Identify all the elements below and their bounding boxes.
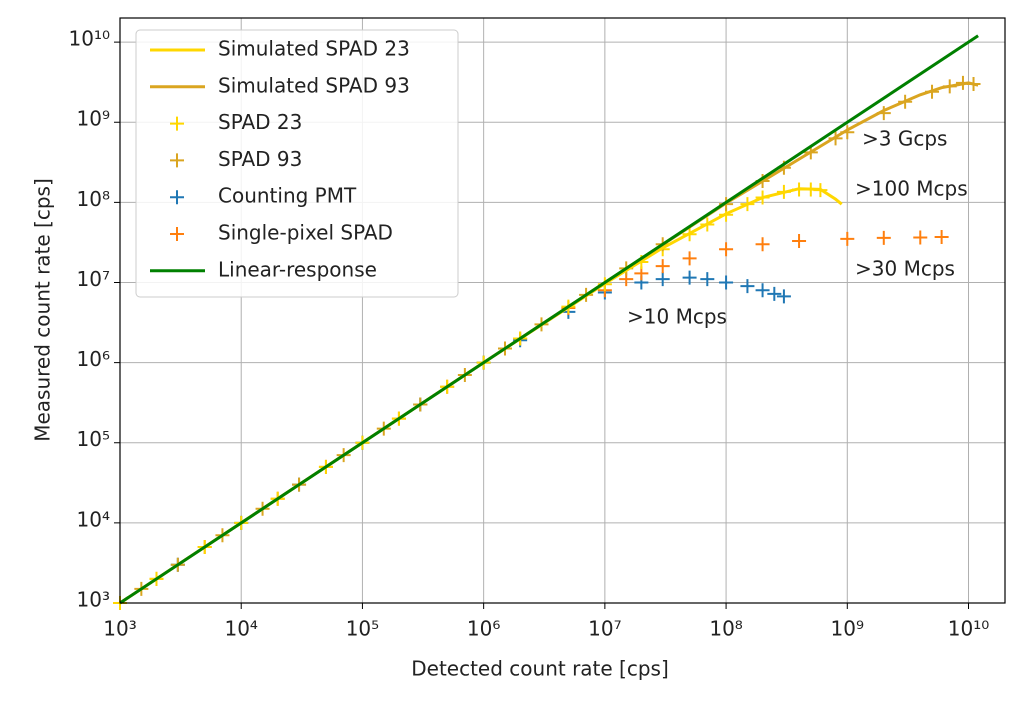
data-point — [655, 259, 670, 274]
y-tick-label: 10³ — [77, 588, 110, 612]
annotation: >100 Mcps — [855, 177, 968, 201]
y-tick-label: 10⁸ — [77, 187, 110, 211]
annotation: >10 Mcps — [627, 305, 727, 329]
legend-label: Linear-response — [218, 257, 377, 281]
legend-label: SPAD 93 — [218, 147, 302, 171]
y-tick-label: 10¹⁰ — [69, 27, 110, 51]
y-axis-label: Measured count rate [cps] — [31, 178, 55, 442]
y-tick-label: 10⁴ — [77, 507, 110, 531]
x-axis-label: Detected count rate [cps] — [411, 657, 669, 681]
legend-swatch — [170, 190, 184, 205]
legend-label: Simulated SPAD 23 — [218, 37, 410, 61]
legend-label: Counting PMT — [218, 184, 357, 208]
y-tick-label: 10⁹ — [77, 107, 110, 131]
legend-swatch — [170, 153, 184, 168]
legend-label: Simulated SPAD 93 — [218, 73, 410, 97]
data-point — [840, 231, 855, 246]
data-point — [682, 251, 697, 266]
y-tick-label: 10⁶ — [77, 347, 110, 371]
legend-label: Single-pixel SPAD — [218, 221, 393, 245]
x-tick-label: 10⁹ — [831, 617, 864, 641]
x-tick-label: 10⁷ — [588, 617, 621, 641]
series-line — [119, 34, 979, 605]
legend-swatch — [170, 116, 184, 131]
data-point — [913, 230, 928, 245]
data-point — [700, 272, 715, 287]
legend-label: SPAD 23 — [218, 110, 302, 134]
annotation: >3 Gcps — [862, 127, 947, 151]
data-point — [767, 286, 782, 301]
legend-box — [135, 29, 459, 298]
data-point — [682, 270, 697, 285]
legend-swatch — [170, 227, 184, 241]
x-tick-label: 10⁵ — [346, 617, 379, 641]
x-tick-label: 10⁶ — [467, 617, 500, 641]
data-point — [755, 283, 770, 298]
data-point — [719, 242, 734, 257]
y-tick-label: 10⁵ — [77, 427, 110, 451]
x-tick-label: 10³ — [103, 617, 136, 641]
data-point — [934, 229, 949, 244]
x-tick-label: 10¹⁰ — [948, 617, 989, 641]
data-point — [755, 237, 770, 252]
data-point — [776, 289, 791, 304]
data-point — [792, 233, 807, 248]
x-tick-label: 10⁴ — [224, 617, 257, 641]
y-tick-label: 10⁷ — [77, 267, 110, 291]
x-tick-label: 10⁸ — [709, 617, 742, 641]
annotation: >30 Mcps — [855, 257, 955, 281]
data-point — [740, 279, 755, 294]
data-point — [719, 275, 734, 290]
data-point — [876, 230, 891, 245]
data-point — [655, 272, 670, 287]
plot-frame — [119, 17, 1006, 604]
plot-area — [113, 34, 981, 610]
